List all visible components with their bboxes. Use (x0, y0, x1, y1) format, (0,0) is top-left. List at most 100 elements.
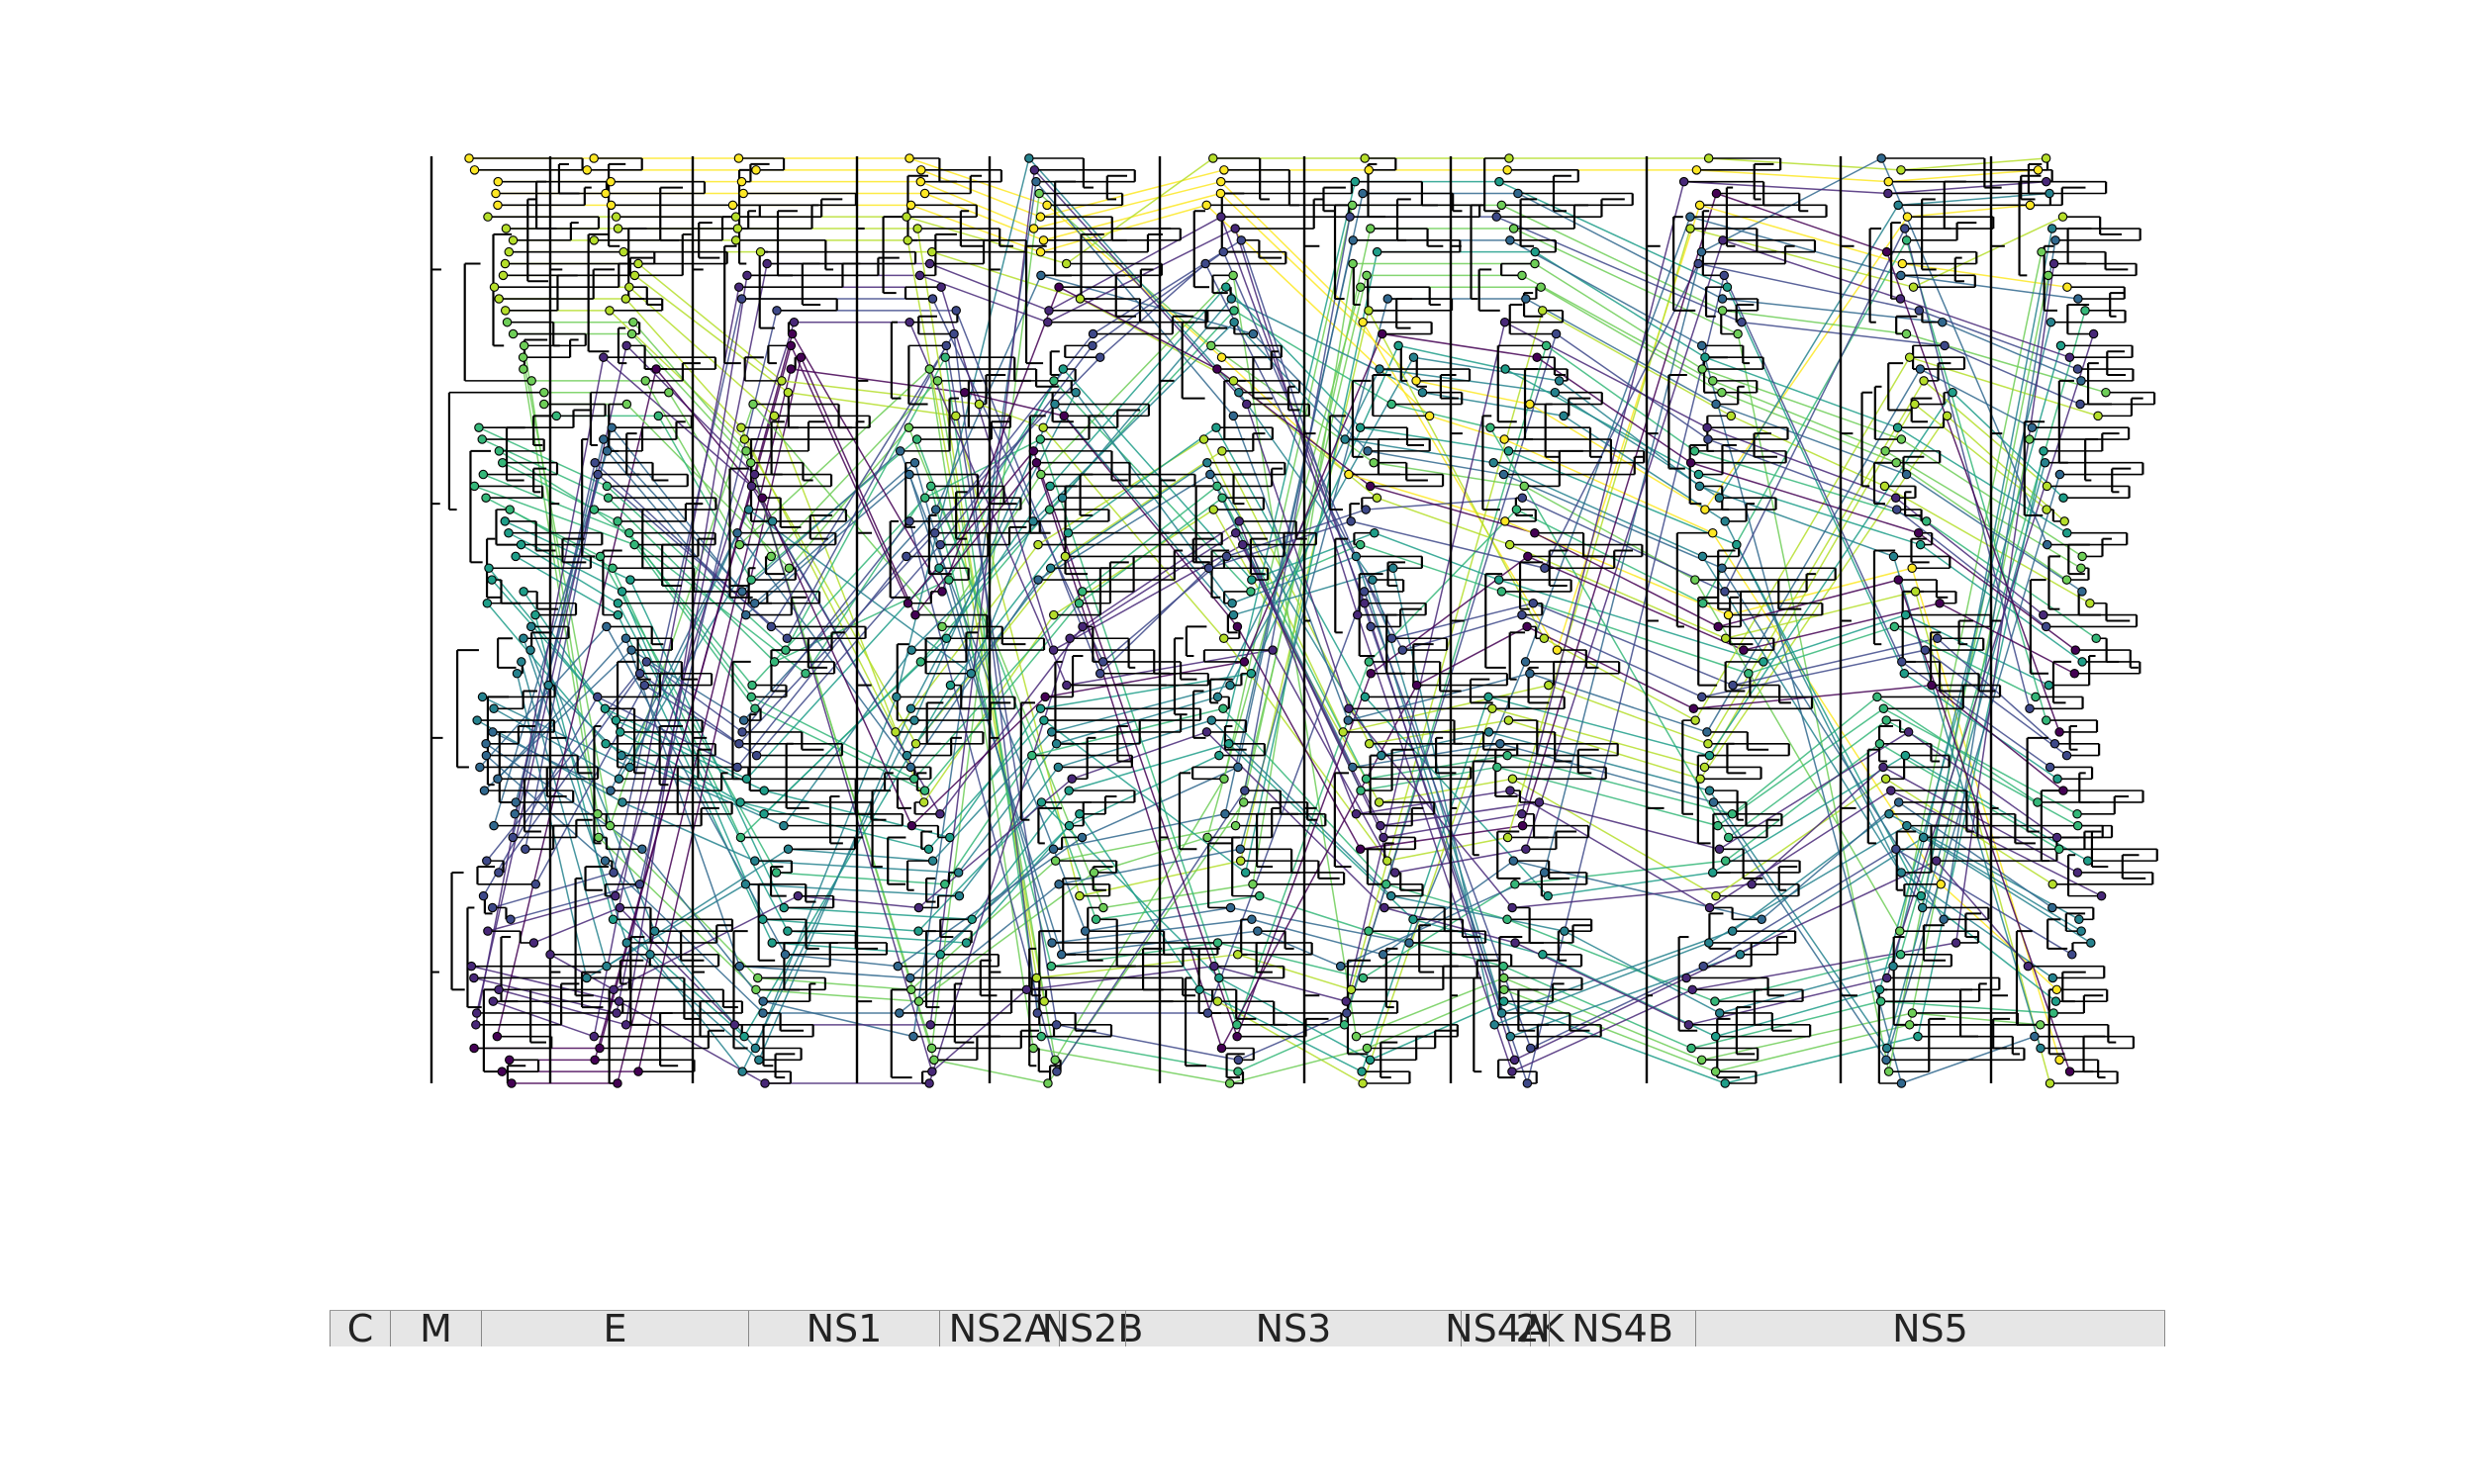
tip-node (1034, 188, 1044, 199)
tangle-link (1951, 392, 2064, 499)
tip-node (1386, 633, 1397, 644)
tip-node (492, 1031, 503, 1042)
tip-node (1499, 984, 1509, 995)
tip-node (1370, 527, 1380, 538)
tip-node (1502, 750, 1512, 761)
tip-node (1907, 1008, 1918, 1018)
tip-node (916, 165, 926, 175)
tangle-link (785, 954, 899, 968)
tangle-link (598, 836, 757, 990)
tip-node (602, 961, 612, 972)
tangle-link (1722, 298, 1943, 324)
tip-node (504, 246, 515, 257)
tip-node (2047, 880, 2057, 889)
tip-node (1089, 868, 1099, 878)
tangle-link (1504, 322, 1708, 428)
tangle-link (1731, 696, 1878, 815)
tip-node (1917, 902, 1928, 913)
tip-node (2048, 258, 2059, 269)
tip-node (614, 774, 624, 785)
tip-node (1700, 352, 1710, 362)
tangle-link (1415, 380, 1531, 406)
tangle-link (939, 344, 1094, 546)
tip-node (1351, 551, 1362, 562)
tip-node (2025, 200, 2036, 211)
tip-node (783, 926, 793, 936)
tip-node (551, 411, 562, 421)
tip-node (1880, 446, 1890, 456)
gene-label: NS5 (1892, 1307, 1968, 1350)
tip-node (1739, 645, 1749, 655)
tip-node (487, 575, 497, 585)
tip-node (1552, 645, 1563, 655)
tip-node (1339, 1020, 1350, 1030)
tip-node (924, 1078, 934, 1088)
tangle-link (1043, 719, 1247, 874)
tangle-link (1509, 543, 1727, 639)
tangle-link (1918, 532, 2076, 651)
tangle-link (1906, 824, 2082, 932)
gene-label: E (603, 1307, 627, 1350)
tip-node (2045, 762, 2055, 773)
tip-node (1896, 1078, 1907, 1088)
tip-node (1039, 996, 1049, 1006)
tangle-link (1416, 625, 1528, 687)
tip-node (595, 1043, 605, 1054)
tip-node (1881, 973, 1892, 983)
tip-node (1900, 609, 1911, 620)
tangle-link (930, 193, 1040, 1049)
tangle-link (1908, 438, 2031, 1025)
tip-node (2062, 527, 2072, 538)
tip-node (1519, 481, 1530, 492)
tangle-link (1502, 965, 1692, 1050)
tip-node (1364, 926, 1374, 936)
tip-node (1232, 1020, 1242, 1030)
tangle-link (1895, 848, 2073, 956)
tangle-link (1229, 356, 1415, 686)
tangle-link (916, 228, 1038, 978)
tip-node (1899, 669, 1910, 679)
tangle-link (1888, 169, 2039, 183)
tip-node (771, 868, 782, 878)
tangle-link (1198, 988, 1363, 1072)
tip-node (1212, 481, 1222, 492)
tip-node (1230, 527, 1241, 538)
tip-node (749, 469, 760, 480)
tip-node (1541, 340, 1552, 351)
tip-node (1942, 411, 1952, 421)
tip-node (639, 680, 650, 691)
tip-node (664, 387, 674, 398)
tip-node (1348, 235, 1359, 245)
tangle-link (1082, 485, 1218, 593)
tangle-link (1367, 988, 1505, 1050)
tip-node (1683, 1020, 1694, 1030)
tip-node (1927, 680, 1937, 691)
tip-node (1711, 890, 1721, 901)
tangle-link (1716, 192, 1887, 253)
tip-node (1919, 376, 1929, 386)
tip-node (1217, 493, 1227, 503)
tip-node (1351, 1031, 1362, 1042)
tip-node (1901, 328, 1912, 339)
tip-node (891, 727, 901, 737)
tangle-link (906, 450, 1034, 604)
tip-node (1686, 1043, 1696, 1054)
tangle-link (751, 497, 926, 687)
tip-node (1091, 914, 1101, 925)
tangle-link (781, 380, 980, 406)
tip-node (1901, 235, 1912, 245)
tip-node (1907, 563, 1917, 573)
tangle-link (1050, 462, 1208, 569)
tangle-link (1722, 239, 1901, 300)
tangle-link (910, 860, 1057, 990)
tip-node (1248, 328, 1259, 339)
tip-node (766, 621, 777, 632)
tip-node (651, 364, 661, 374)
tip-node (1723, 609, 1734, 620)
tip-node (1228, 376, 1239, 386)
tangle-link (1704, 216, 1909, 510)
tip-node (1028, 516, 1038, 526)
tangle-link (1102, 883, 1254, 909)
tangle-link (1905, 239, 2047, 721)
tip-node (1058, 364, 1069, 374)
